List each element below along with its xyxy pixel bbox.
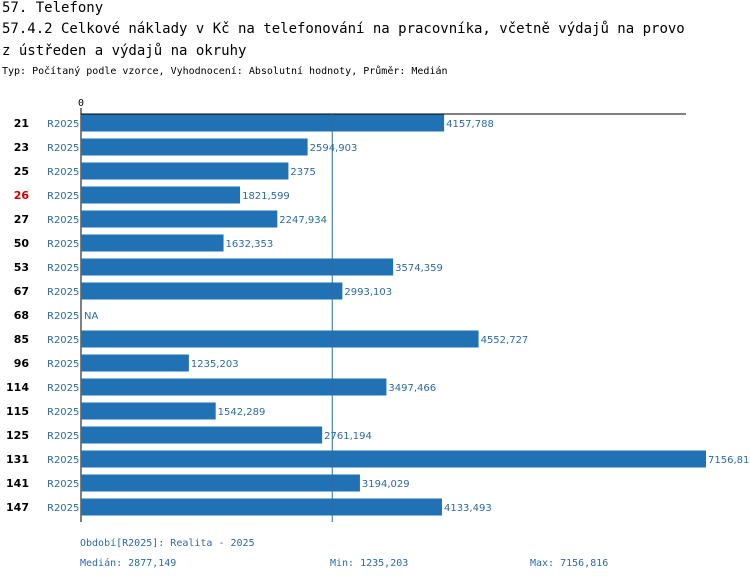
data-label: 2247,934 bbox=[279, 215, 327, 226]
series-label: R2025 bbox=[47, 143, 79, 154]
max-summary: Max: 7156,816 bbox=[530, 558, 609, 569]
series-label: R2025 bbox=[47, 455, 79, 466]
data-label: 4133,493 bbox=[444, 503, 492, 514]
category-label: 85 bbox=[14, 333, 29, 346]
series-label: R2025 bbox=[47, 407, 79, 418]
bar-chart: 0 21 R2025 4157,788 23 R2025 2594,903 25 R2025 23… bbox=[6, 98, 750, 522]
section-title: 57. Telefony bbox=[2, 0, 104, 16]
data-label: 4157,788 bbox=[446, 119, 494, 130]
x-axis-zero-tick-label: 0 bbox=[78, 98, 84, 109]
bar bbox=[81, 234, 224, 252]
category-label: 23 bbox=[14, 141, 29, 154]
chart-subtitle: Typ: Počítaný podle vzorce, Vyhodnocení:… bbox=[2, 66, 448, 77]
min-summary: Min: 1235,203 bbox=[330, 558, 409, 569]
series-label: R2025 bbox=[47, 503, 79, 514]
series-label: R2025 bbox=[47, 287, 79, 298]
category-label: 26 bbox=[14, 189, 30, 202]
data-label: 1542,289 bbox=[218, 407, 266, 418]
category-label: 68 bbox=[14, 309, 29, 322]
bar bbox=[81, 330, 479, 348]
series-label: R2025 bbox=[47, 335, 79, 346]
data-label: 2761,194 bbox=[324, 431, 372, 442]
data-label: 3194,029 bbox=[362, 479, 410, 490]
data-label: 3574,359 bbox=[395, 263, 443, 274]
data-label: 1632,353 bbox=[226, 239, 274, 250]
series-label: R2025 bbox=[47, 167, 79, 178]
bar bbox=[81, 450, 706, 468]
data-label: 1821,599 bbox=[242, 191, 290, 202]
series-label: R2025 bbox=[47, 479, 79, 490]
category-label: 25 bbox=[14, 165, 29, 178]
bar bbox=[81, 402, 216, 420]
bar bbox=[81, 162, 289, 180]
category-label: 67 bbox=[14, 285, 29, 298]
data-label: 2993,103 bbox=[344, 287, 392, 298]
category-label: 147 bbox=[6, 501, 29, 514]
data-label: 2594,903 bbox=[310, 143, 358, 154]
category-label: 50 bbox=[14, 237, 30, 250]
bar bbox=[81, 426, 323, 444]
series-label: R2025 bbox=[47, 215, 79, 226]
category-label: 96 bbox=[14, 357, 30, 370]
period-legend: Období[R2025]: Realita - 2025 bbox=[80, 538, 255, 549]
bar bbox=[81, 186, 241, 204]
bar bbox=[81, 498, 442, 516]
bar bbox=[81, 138, 308, 156]
series-label: R2025 bbox=[47, 383, 79, 394]
bar bbox=[81, 378, 387, 396]
median-summary: Medián: 2877,149 bbox=[80, 558, 177, 569]
series-label: R2025 bbox=[47, 359, 79, 370]
series-label: R2025 bbox=[47, 263, 79, 274]
chart-title: 57.4.2 Celkové náklady v Kč na telefonov… bbox=[2, 21, 685, 37]
chart-title-continued: z ústředen a výdajů na okruhy bbox=[2, 43, 247, 59]
data-label: NA bbox=[84, 311, 98, 322]
data-label: 3497,466 bbox=[388, 383, 436, 394]
series-label: R2025 bbox=[47, 239, 79, 250]
data-label: 2375 bbox=[290, 167, 315, 178]
category-label: 27 bbox=[14, 213, 29, 226]
data-label: 1235,203 bbox=[191, 359, 239, 370]
category-label: 115 bbox=[6, 405, 29, 418]
series-label: R2025 bbox=[47, 311, 79, 322]
data-label: 7156,816 bbox=[708, 455, 750, 466]
bar bbox=[81, 354, 189, 372]
series-label: R2025 bbox=[47, 119, 79, 130]
category-label: 125 bbox=[6, 429, 29, 442]
category-label: 53 bbox=[14, 261, 29, 274]
bar bbox=[81, 282, 343, 300]
data-label: 4552,727 bbox=[481, 335, 529, 346]
series-label: R2025 bbox=[47, 191, 79, 202]
category-label: 141 bbox=[6, 477, 29, 490]
bar bbox=[81, 114, 445, 132]
bar bbox=[81, 210, 278, 228]
category-label: 131 bbox=[6, 453, 29, 466]
bar bbox=[81, 258, 394, 276]
category-label: 114 bbox=[6, 381, 29, 394]
bar bbox=[81, 474, 360, 492]
category-label: 21 bbox=[14, 117, 29, 130]
series-label: R2025 bbox=[47, 431, 79, 442]
